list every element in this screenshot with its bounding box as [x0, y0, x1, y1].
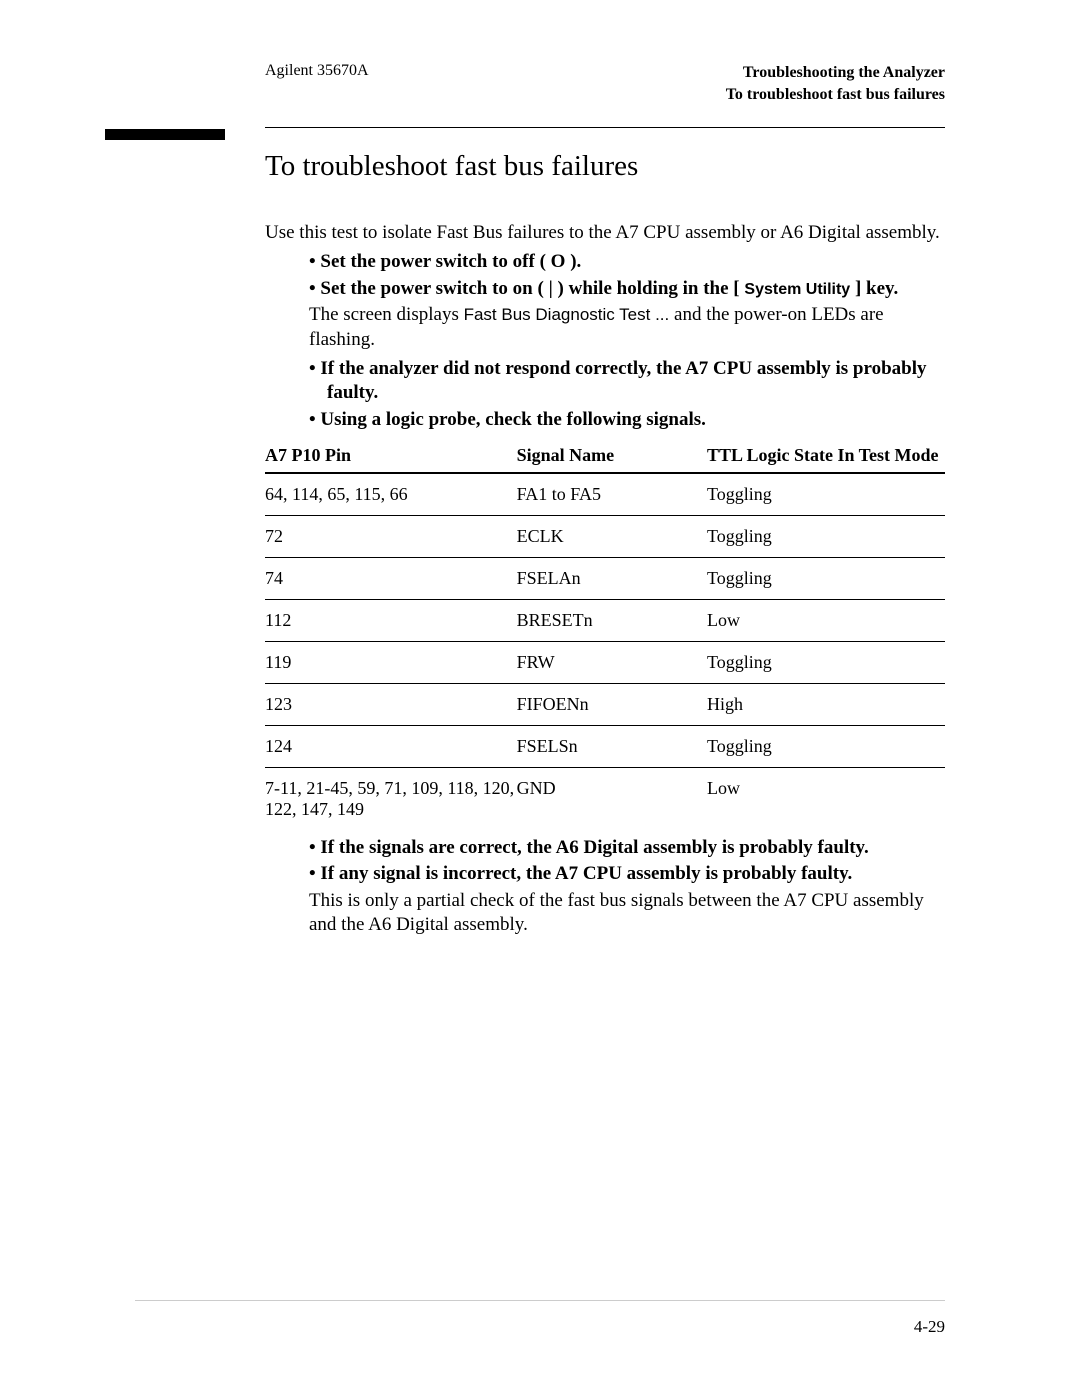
- page-title: To troubleshoot fast bus failures: [265, 150, 945, 183]
- table-row: 74 FSELAn Toggling: [265, 557, 945, 599]
- step-list-2: If the analyzer did not respond correctl…: [265, 357, 945, 433]
- step-power-off: Set the power switch to off ( O ).: [309, 250, 945, 275]
- page-footer: 4-29: [135, 1300, 945, 1337]
- table-header-state: TTL Logic State In Test Mode: [707, 439, 945, 473]
- cell-signal: FA1 to FA5: [517, 473, 707, 516]
- table-body: 64, 114, 65, 115, 66 FA1 to FA5 Toggling…: [265, 473, 945, 830]
- cell-pin: 124: [265, 725, 517, 767]
- closing-note: This is only a partial check of the fast…: [265, 889, 945, 937]
- cell-pin: 119: [265, 641, 517, 683]
- cell-pin: 64, 114, 65, 115, 66: [265, 473, 517, 516]
- cell-signal: GND: [517, 767, 707, 830]
- cell-state: Toggling: [707, 557, 945, 599]
- cell-pin: 72: [265, 515, 517, 557]
- cell-signal: FIFOENn: [517, 683, 707, 725]
- page-header: Agilent 35670A Troubleshooting the Analy…: [135, 62, 945, 105]
- step-signal-incorrect: If any signal is incorrect, the A7 CPU a…: [309, 862, 945, 887]
- table-row: 124 FSELSn Toggling: [265, 725, 945, 767]
- table-row: 64, 114, 65, 115, 66 FA1 to FA5 Toggling: [265, 473, 945, 516]
- table-row: 119 FRW Toggling: [265, 641, 945, 683]
- cell-pin: 7-11, 21-45, 59, 71, 109, 118, 120, 122,…: [265, 767, 517, 830]
- table-header-pin: A7 P10 Pin: [265, 439, 517, 473]
- cell-state: Toggling: [707, 725, 945, 767]
- cell-pin: 112: [265, 599, 517, 641]
- cell-pin: 123: [265, 683, 517, 725]
- header-right-line2: To troubleshoot fast bus failures: [726, 84, 945, 106]
- table-row: 123 FIFOENn High: [265, 683, 945, 725]
- footer-divider: [135, 1300, 945, 1301]
- cell-state: High: [707, 683, 945, 725]
- cell-state: Toggling: [707, 641, 945, 683]
- page-container: Agilent 35670A Troubleshooting the Analy…: [0, 0, 1080, 1397]
- step-signals-correct: If the signals are correct, the A6 Digit…: [309, 836, 945, 861]
- page-number: 4-29: [135, 1317, 945, 1337]
- table-header-signal: Signal Name: [517, 439, 707, 473]
- screen-display-line: The screen displays Fast Bus Diagnostic …: [265, 303, 945, 352]
- cell-state: Low: [707, 599, 945, 641]
- cell-state: Low: [707, 767, 945, 830]
- cell-state: Toggling: [707, 515, 945, 557]
- intro-text: Use this test to isolate Fast Bus failur…: [265, 221, 945, 246]
- header-divider: [265, 127, 945, 128]
- signal-table: A7 P10 Pin Signal Name TTL Logic State I…: [265, 439, 945, 830]
- step-no-response: If the analyzer did not respond correctl…: [309, 357, 945, 406]
- cell-signal: FSELAn: [517, 557, 707, 599]
- cell-signal: FRW: [517, 641, 707, 683]
- cell-signal: ECLK: [517, 515, 707, 557]
- header-left: Agilent 35670A: [135, 62, 369, 105]
- step-list-3: If the signals are correct, the A6 Digit…: [265, 836, 945, 887]
- cell-pin: 74: [265, 557, 517, 599]
- step-list-1: Set the power switch to off ( O ). Set t…: [265, 250, 945, 301]
- cell-state: Toggling: [707, 473, 945, 516]
- cell-signal: BRESETn: [517, 599, 707, 641]
- step-logic-probe: Using a logic probe, check the following…: [309, 408, 945, 433]
- table-row: 72 ECLK Toggling: [265, 515, 945, 557]
- table-header-row: A7 P10 Pin Signal Name TTL Logic State I…: [265, 439, 945, 473]
- header-right-line1: Troubleshooting the Analyzer: [726, 62, 945, 84]
- content-area: To troubleshoot fast bus failures Use th…: [265, 127, 945, 936]
- table-row: 112 BRESETn Low: [265, 599, 945, 641]
- header-right: Troubleshooting the Analyzer To troubles…: [726, 62, 945, 105]
- step-power-on: Set the power switch to on ( | ) while h…: [309, 277, 945, 302]
- cell-signal: FSELSn: [517, 725, 707, 767]
- table-row: 7-11, 21-45, 59, 71, 109, 118, 120, 122,…: [265, 767, 945, 830]
- section-marker-bar: [105, 129, 225, 140]
